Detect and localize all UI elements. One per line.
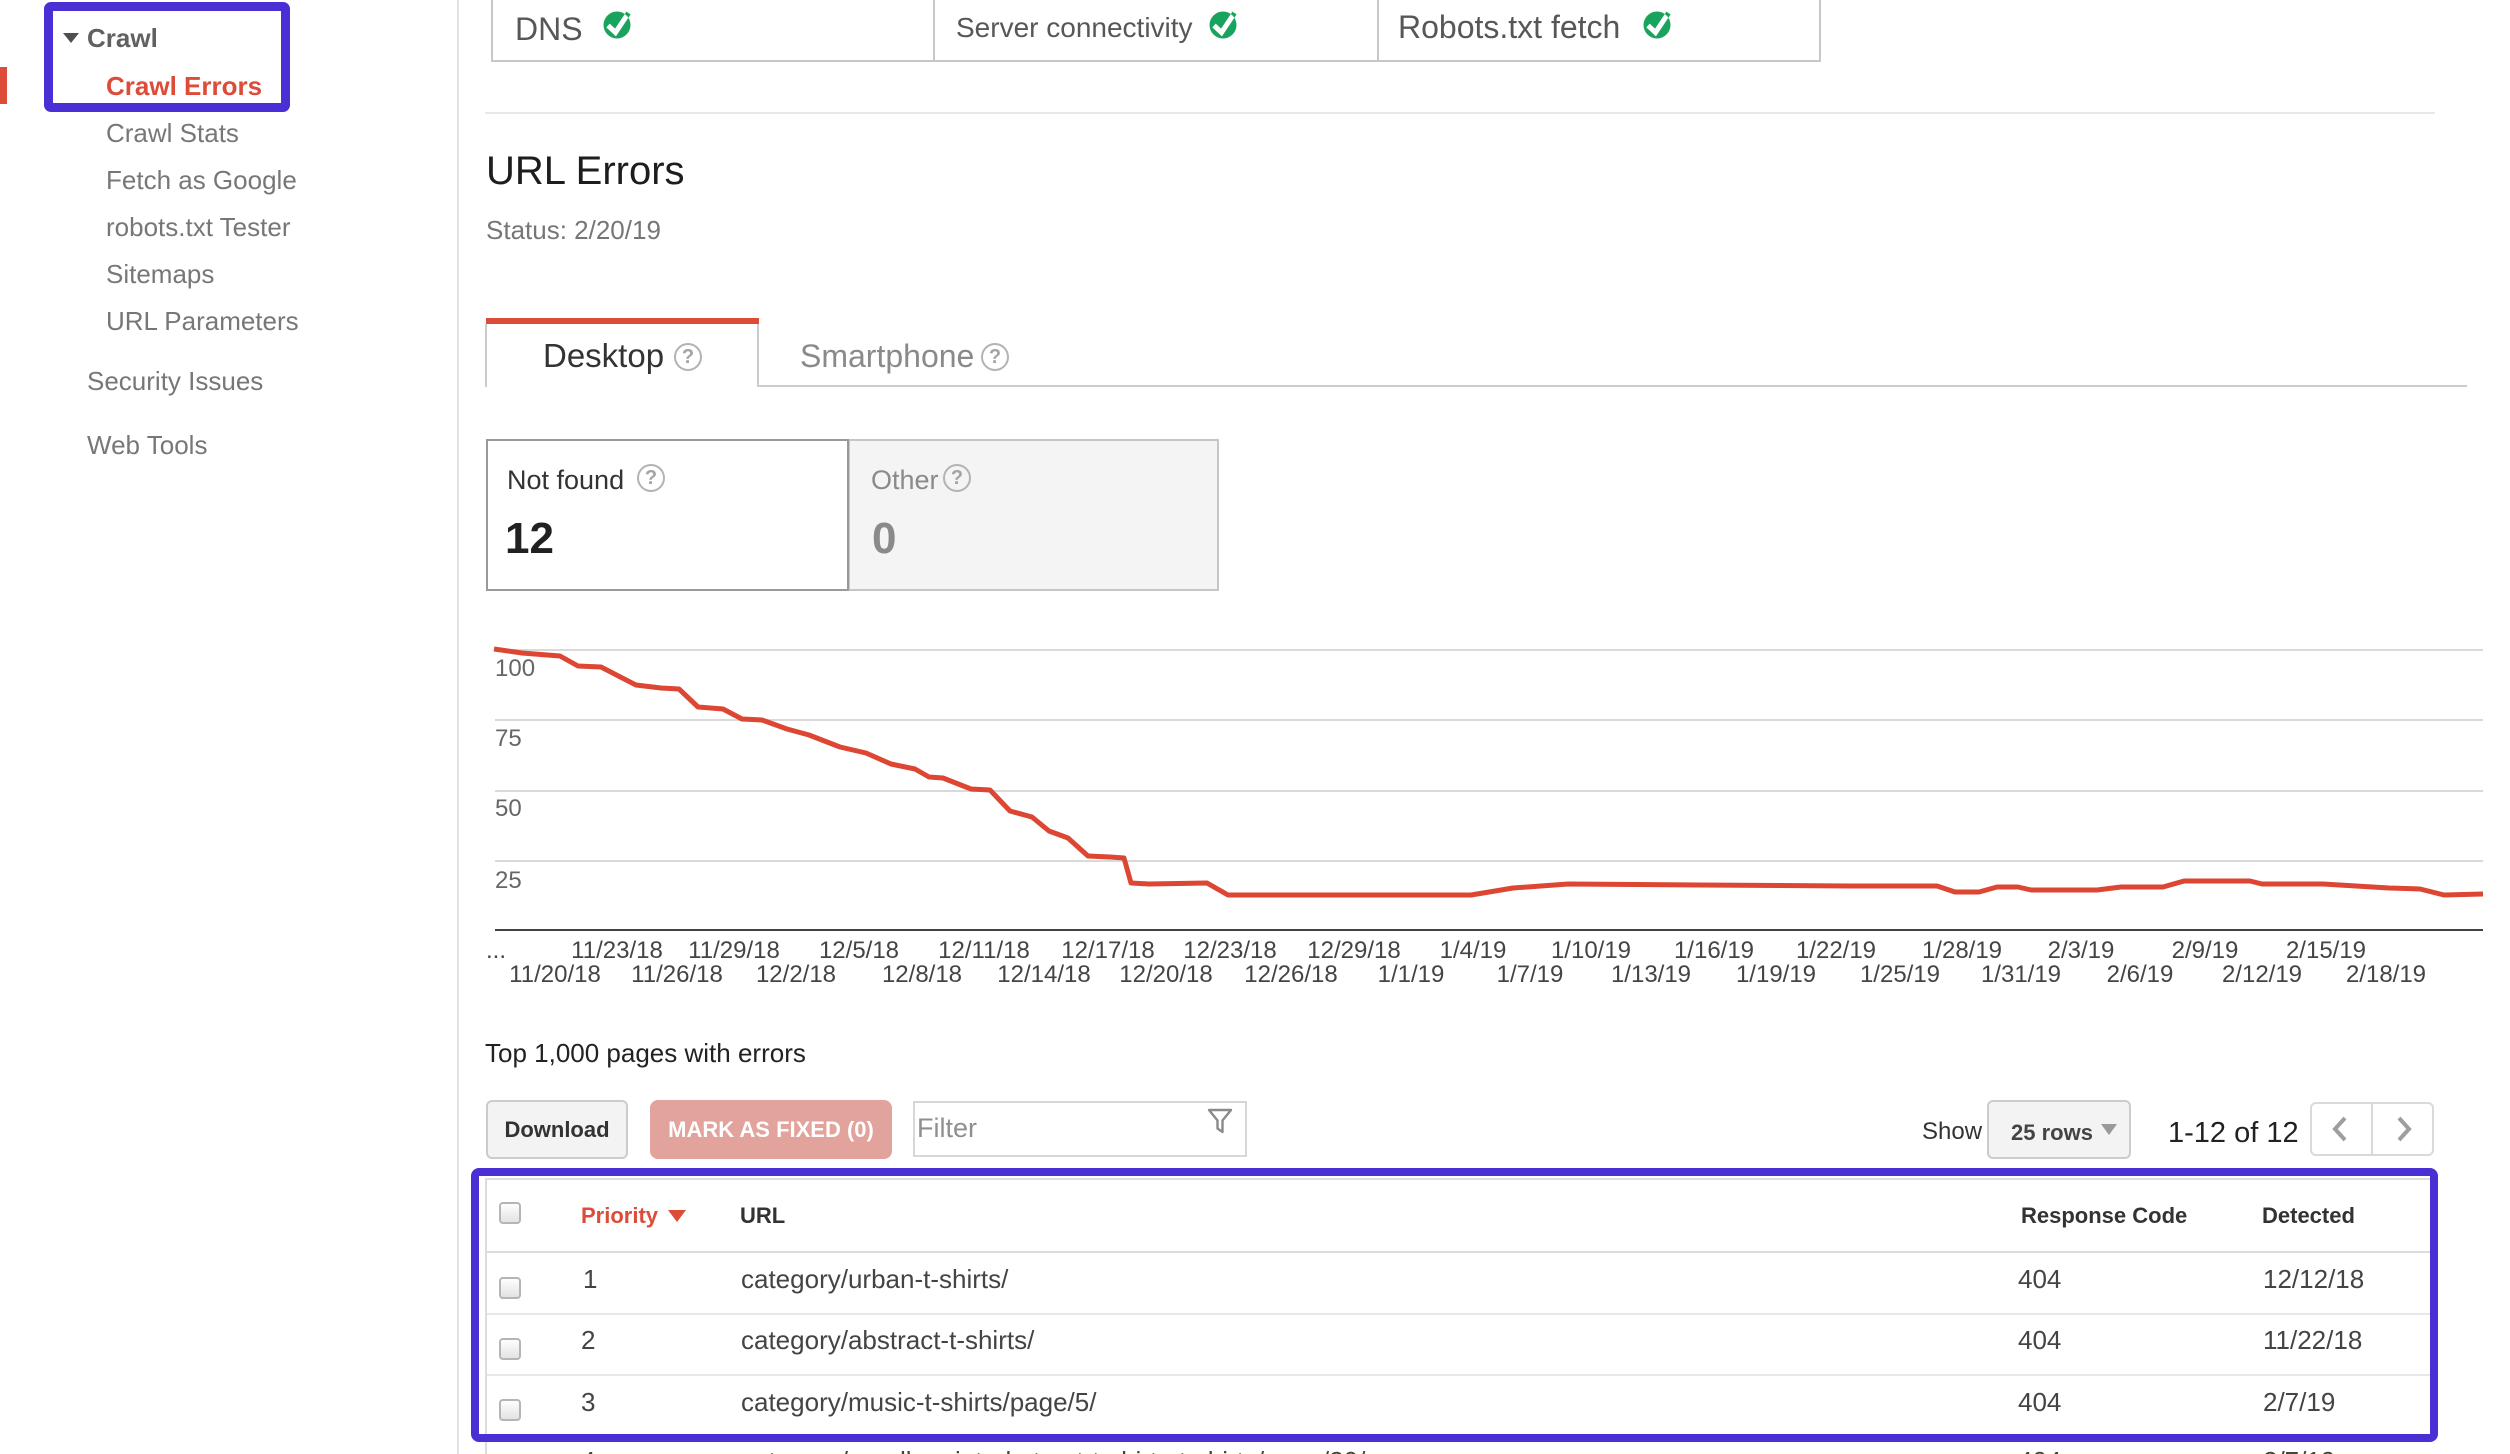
svg-text:1/16/19: 1/16/19 <box>1674 937 1754 964</box>
svg-text:12/2/18: 12/2/18 <box>756 961 836 988</box>
svg-text:12/8/18: 12/8/18 <box>882 961 962 988</box>
svg-text:2/12/19: 2/12/19 <box>2222 961 2302 988</box>
svg-text:1/4/19: 1/4/19 <box>1440 937 1507 964</box>
svg-text:11/26/18: 11/26/18 <box>631 961 723 988</box>
svg-text:12/11/18: 12/11/18 <box>938 937 1030 964</box>
svg-text:11/23/18: 11/23/18 <box>571 937 663 964</box>
svg-text:50: 50 <box>495 795 522 822</box>
svg-text:2/6/19: 2/6/19 <box>2107 961 2174 988</box>
svg-text:75: 75 <box>495 725 522 752</box>
svg-text:12/20/18: 12/20/18 <box>1119 961 1212 988</box>
svg-text:1/1/19: 1/1/19 <box>1378 961 1445 988</box>
svg-text:...: ... <box>486 937 506 964</box>
svg-text:2/9/19: 2/9/19 <box>2172 937 2239 964</box>
svg-text:11/20/18: 11/20/18 <box>509 961 601 988</box>
svg-text:2/18/19: 2/18/19 <box>2346 961 2426 988</box>
svg-text:12/5/18: 12/5/18 <box>819 937 899 964</box>
svg-text:12/26/18: 12/26/18 <box>1244 961 1337 988</box>
svg-text:1/31/19: 1/31/19 <box>1981 961 2061 988</box>
svg-text:25: 25 <box>495 867 522 894</box>
svg-text:1/10/19: 1/10/19 <box>1551 937 1631 964</box>
svg-text:12/29/18: 12/29/18 <box>1307 937 1400 964</box>
svg-text:1/28/19: 1/28/19 <box>1922 937 2002 964</box>
svg-text:1/25/19: 1/25/19 <box>1860 961 1940 988</box>
svg-text:1/7/19: 1/7/19 <box>1497 961 1564 988</box>
svg-text:12/23/18: 12/23/18 <box>1183 937 1276 964</box>
svg-text:1/22/19: 1/22/19 <box>1796 937 1876 964</box>
svg-text:12/17/18: 12/17/18 <box>1061 937 1154 964</box>
svg-text:11/29/18: 11/29/18 <box>688 937 780 964</box>
svg-text:1/19/19: 1/19/19 <box>1736 961 1816 988</box>
svg-text:1/13/19: 1/13/19 <box>1611 961 1691 988</box>
svg-text:12/14/18: 12/14/18 <box>997 961 1090 988</box>
svg-text:2/3/19: 2/3/19 <box>2048 937 2115 964</box>
svg-text:100: 100 <box>495 655 535 682</box>
svg-text:2/15/19: 2/15/19 <box>2286 937 2366 964</box>
